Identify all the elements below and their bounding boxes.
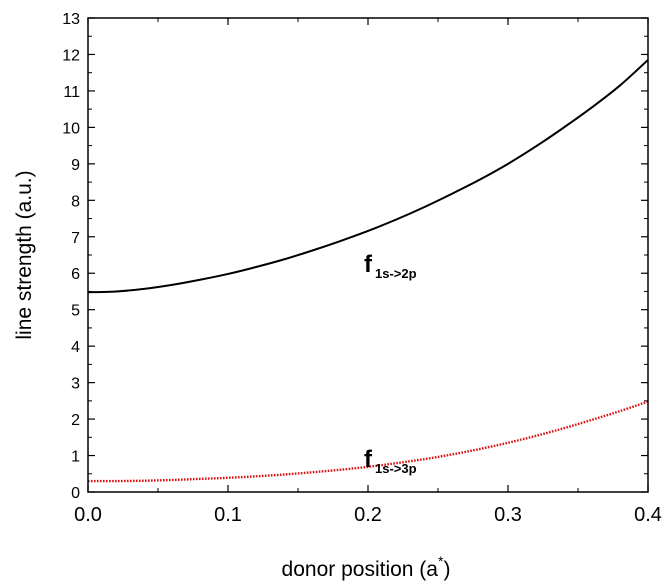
y-tick-label: 13: [62, 11, 80, 28]
y-tick-label: 4: [71, 339, 80, 356]
plot-area: [87, 59, 649, 483]
x-axis-title-close: ): [443, 558, 450, 581]
y-tick-label: 10: [62, 120, 80, 137]
x-axis-title-text: donor position (a: [282, 558, 439, 581]
x-tick-label: 0.1: [214, 504, 242, 526]
curve-label-symbol: f: [364, 251, 373, 278]
y-tick-label: 3: [71, 376, 80, 393]
curve-label-2: f 1s->3p: [364, 446, 417, 476]
plot-frame: [87, 17, 649, 493]
y-tick-label: 11: [63, 84, 80, 101]
curve-label-subscript: 1s->3p: [375, 461, 417, 476]
y-tick-label: 1: [71, 449, 80, 466]
y-tick-label: 12: [62, 47, 80, 64]
x-axis: 0.0 0.1 0.2 0.3 0.4: [74, 18, 662, 526]
y-tick-label: 6: [71, 266, 80, 283]
curve-label-symbol: f: [364, 446, 373, 473]
annotations: f 1s->2pf 1s->3p: [364, 251, 417, 476]
series-line-1: [87, 59, 649, 294]
y-tick-label: 2: [71, 412, 80, 429]
x-tick-label: 0.0: [74, 504, 102, 526]
y-tick-label: 5: [71, 303, 80, 320]
y-axis-title: line strength (a.u.): [13, 170, 36, 339]
series-line-2: [87, 400, 649, 483]
x-tick-label: 0.2: [354, 504, 382, 526]
x-axis-title: donor position (a*): [282, 553, 451, 581]
curve-label-1: f 1s->2p: [364, 251, 417, 281]
y-tick-label: 8: [71, 193, 80, 210]
x-tick-label: 0.4: [634, 504, 662, 526]
curve-label-subscript: 1s->2p: [375, 266, 417, 281]
y-tick-label: 0: [71, 485, 80, 502]
y-tick-label: 7: [71, 230, 80, 247]
x-axis-title-superscript: *: [438, 553, 444, 569]
x-tick-label: 0.3: [494, 504, 522, 526]
y-tick-label: 9: [71, 157, 80, 174]
